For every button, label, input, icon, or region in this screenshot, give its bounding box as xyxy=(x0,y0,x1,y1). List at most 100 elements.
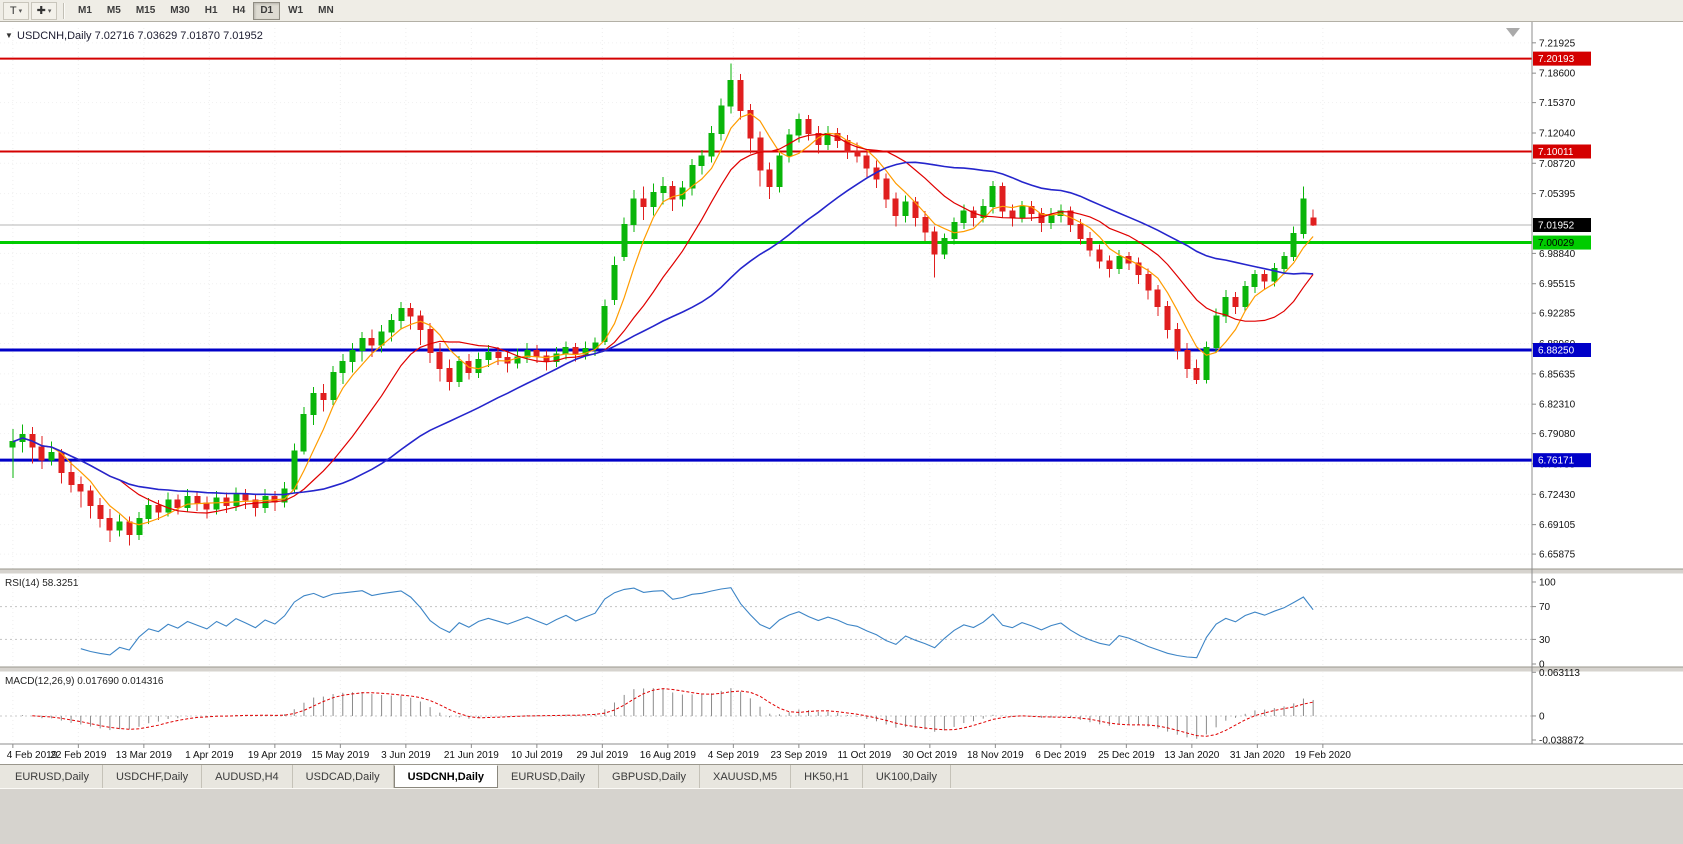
price-axis-label: 6.95515 xyxy=(1539,279,1576,290)
timeframe-button-h1[interactable]: H1 xyxy=(198,2,225,20)
macd-signal-line xyxy=(32,688,1314,737)
price-level-badge xyxy=(1533,51,1591,66)
date-label: 31 Jan 2020 xyxy=(1230,750,1285,761)
price-axis-label: 6.85635 xyxy=(1539,369,1576,380)
pane-splitter[interactable] xyxy=(0,666,1683,673)
drawing-tools-button[interactable]: ✚ ▾ xyxy=(31,1,57,20)
price-axis-label: 7.08720 xyxy=(1539,159,1576,170)
chart-tab-eurusd-daily[interactable]: EURUSD,Daily xyxy=(498,765,600,788)
chart-tab-usdcnh-daily[interactable]: USDCNH,Daily xyxy=(393,765,499,788)
price-axis-label: 6.98840 xyxy=(1539,249,1576,260)
chart-tab-hk50-h1[interactable]: HK50,H1 xyxy=(791,765,863,788)
date-label: 3 Jun 2019 xyxy=(381,750,431,761)
chart-canvas[interactable]: ▼ USDCNH,Daily 7.02716 7.03629 7.01870 7.… xyxy=(0,22,1683,764)
date-label: 15 May 2019 xyxy=(311,750,369,761)
price-level-badge xyxy=(1533,144,1591,159)
current-price-badge-label: 7.01952 xyxy=(1538,221,1575,232)
price-level-badge xyxy=(1533,342,1591,357)
pane-splitter[interactable] xyxy=(0,568,1683,575)
date-label: 23 Sep 2019 xyxy=(770,750,827,761)
date-label: 1 Apr 2019 xyxy=(185,750,234,761)
price-level-badge-label: 7.10011 xyxy=(1538,147,1574,158)
macd-axis-label: -0.038872 xyxy=(1539,736,1584,747)
crosshair-icon: ✚ xyxy=(36,5,46,17)
price-axis-label: 7.21925 xyxy=(1539,38,1576,49)
date-label: 29 Jul 2019 xyxy=(576,750,628,761)
rsi-axis-label: 70 xyxy=(1539,602,1551,613)
rsi-axis-label: 100 xyxy=(1539,578,1556,589)
date-label: 13 Mar 2019 xyxy=(116,750,173,761)
autoscroll-indicator-icon xyxy=(1506,28,1520,37)
price-level-badge xyxy=(1533,453,1591,468)
chart-tab-uk100-daily[interactable]: UK100,Daily xyxy=(863,765,951,788)
dropdown-caret-icon: ▾ xyxy=(47,7,52,15)
templates-icon: T xyxy=(9,4,17,17)
macd-label: MACD(12,26,9) 0.017690 0.014316 xyxy=(5,676,164,687)
chart-svg[interactable]: ▼ USDCNH,Daily 7.02716 7.03629 7.01870 7.… xyxy=(0,22,1683,764)
chart-tabs-bar: EURUSD,Daily USDCHF,Daily AUDUSD,H4 USDCAD,… xyxy=(0,764,1683,788)
date-label: 11 Oct 2019 xyxy=(837,750,891,761)
date-label: 30 Oct 2019 xyxy=(903,750,958,761)
symbol-dropdown-icon: ▼ xyxy=(5,31,13,40)
rsi-axis-label: 0 xyxy=(1539,660,1545,671)
templates-button[interactable]: T ▾ xyxy=(3,1,29,20)
chart-tab-audusd-h4[interactable]: AUDUSD,H4 xyxy=(202,765,293,788)
moving-averages xyxy=(12,113,1314,526)
price-axis-label: 6.65875 xyxy=(1539,550,1576,561)
dropdown-caret-icon: ▾ xyxy=(18,7,23,15)
chart-tab-xauusd-m5[interactable]: XAUUSD,M5 xyxy=(700,765,792,788)
date-label: 21 Jun 2019 xyxy=(444,750,499,761)
price-level-badge-label: 6.76171 xyxy=(1538,456,1575,467)
timeframe-button-w1[interactable]: W1 xyxy=(281,2,310,20)
date-label: 22 Feb 2019 xyxy=(50,750,107,761)
chart-tab-usdcad-daily[interactable]: USDCAD,Daily xyxy=(293,765,394,788)
price-axis-label: 6.92285 xyxy=(1539,309,1576,320)
macd-pane: MACD(12,26,9) 0.017690 0.014316 xyxy=(0,676,1532,739)
toolbar: T ▾ ✚ ▾ M1 M5 M15 M30 H1 H4 D1 W1 MN xyxy=(0,0,1683,22)
date-label: 13 Jan 2020 xyxy=(1164,750,1219,761)
timeframe-button-m5[interactable]: M5 xyxy=(100,2,128,20)
timeframe-buttons-group: M1 M5 M15 M30 H1 H4 D1 W1 MN xyxy=(71,1,341,20)
timeframe-button-h4[interactable]: H4 xyxy=(226,2,253,20)
timeframe-button-mn[interactable]: MN xyxy=(311,2,341,20)
date-label: 4 Sep 2019 xyxy=(708,750,760,761)
horizontal-level-lines[interactable] xyxy=(0,57,1532,462)
macd-axis-label: 0 xyxy=(1539,711,1545,722)
rsi-axis-label: 30 xyxy=(1539,635,1551,646)
price-axis-label: 7.12040 xyxy=(1539,128,1576,139)
rsi-label: RSI(14) 58.3251 xyxy=(5,578,79,589)
rsi-line xyxy=(80,587,1314,659)
price-axis-label: 7.18600 xyxy=(1539,69,1576,80)
price-level-badge-label: 6.88250 xyxy=(1538,345,1575,356)
status-bar xyxy=(0,788,1683,844)
price-axis[interactable]: 7.21925 7.18600 7.15370 7.12040 7.08720 7.053… xyxy=(1531,22,1591,747)
price-level-badge-label: 7.00029 xyxy=(1538,238,1575,249)
grid xyxy=(0,28,1532,744)
price-axis-label: 6.72430 xyxy=(1539,490,1576,501)
price-level-badge xyxy=(1533,235,1591,250)
price-axis-label: 7.05395 xyxy=(1539,189,1576,200)
timeframe-button-d1[interactable]: D1 xyxy=(253,1,281,20)
date-label: 25 Dec 2019 xyxy=(1098,750,1155,761)
price-axis-label: 7.15370 xyxy=(1539,98,1576,109)
timeframe-button-m30[interactable]: M30 xyxy=(163,2,196,20)
date-label: 6 Dec 2019 xyxy=(1035,750,1087,761)
price-axis-label: 6.69105 xyxy=(1539,520,1576,531)
candles-layer xyxy=(9,63,1317,546)
date-label: 4 Feb 2019 xyxy=(7,750,58,761)
timeframe-button-m15[interactable]: M15 xyxy=(129,2,162,20)
rsi-pane: RSI(14) 58.3251 xyxy=(0,578,1532,659)
timeframe-button-m1[interactable]: M1 xyxy=(71,2,99,20)
price-axis-label: 6.79080 xyxy=(1539,429,1576,440)
current-price-badge xyxy=(1533,218,1591,233)
chart-title: USDCNH,Daily 7.02716 7.03629 7.01870 7.0… xyxy=(17,30,263,42)
chart-tab-gbpusd-daily[interactable]: GBPUSD,Daily xyxy=(599,765,700,788)
date-label: 18 Nov 2019 xyxy=(967,750,1024,761)
chart-tab-usdchf-daily[interactable]: USDCHF,Daily xyxy=(103,765,203,788)
date-label: 19 Apr 2019 xyxy=(248,750,302,761)
macd-axis-label: 0.063113 xyxy=(1539,668,1580,679)
chart-tab-eurusd-daily[interactable]: EURUSD,Daily xyxy=(2,765,103,788)
date-label: 16 Aug 2019 xyxy=(640,750,697,761)
